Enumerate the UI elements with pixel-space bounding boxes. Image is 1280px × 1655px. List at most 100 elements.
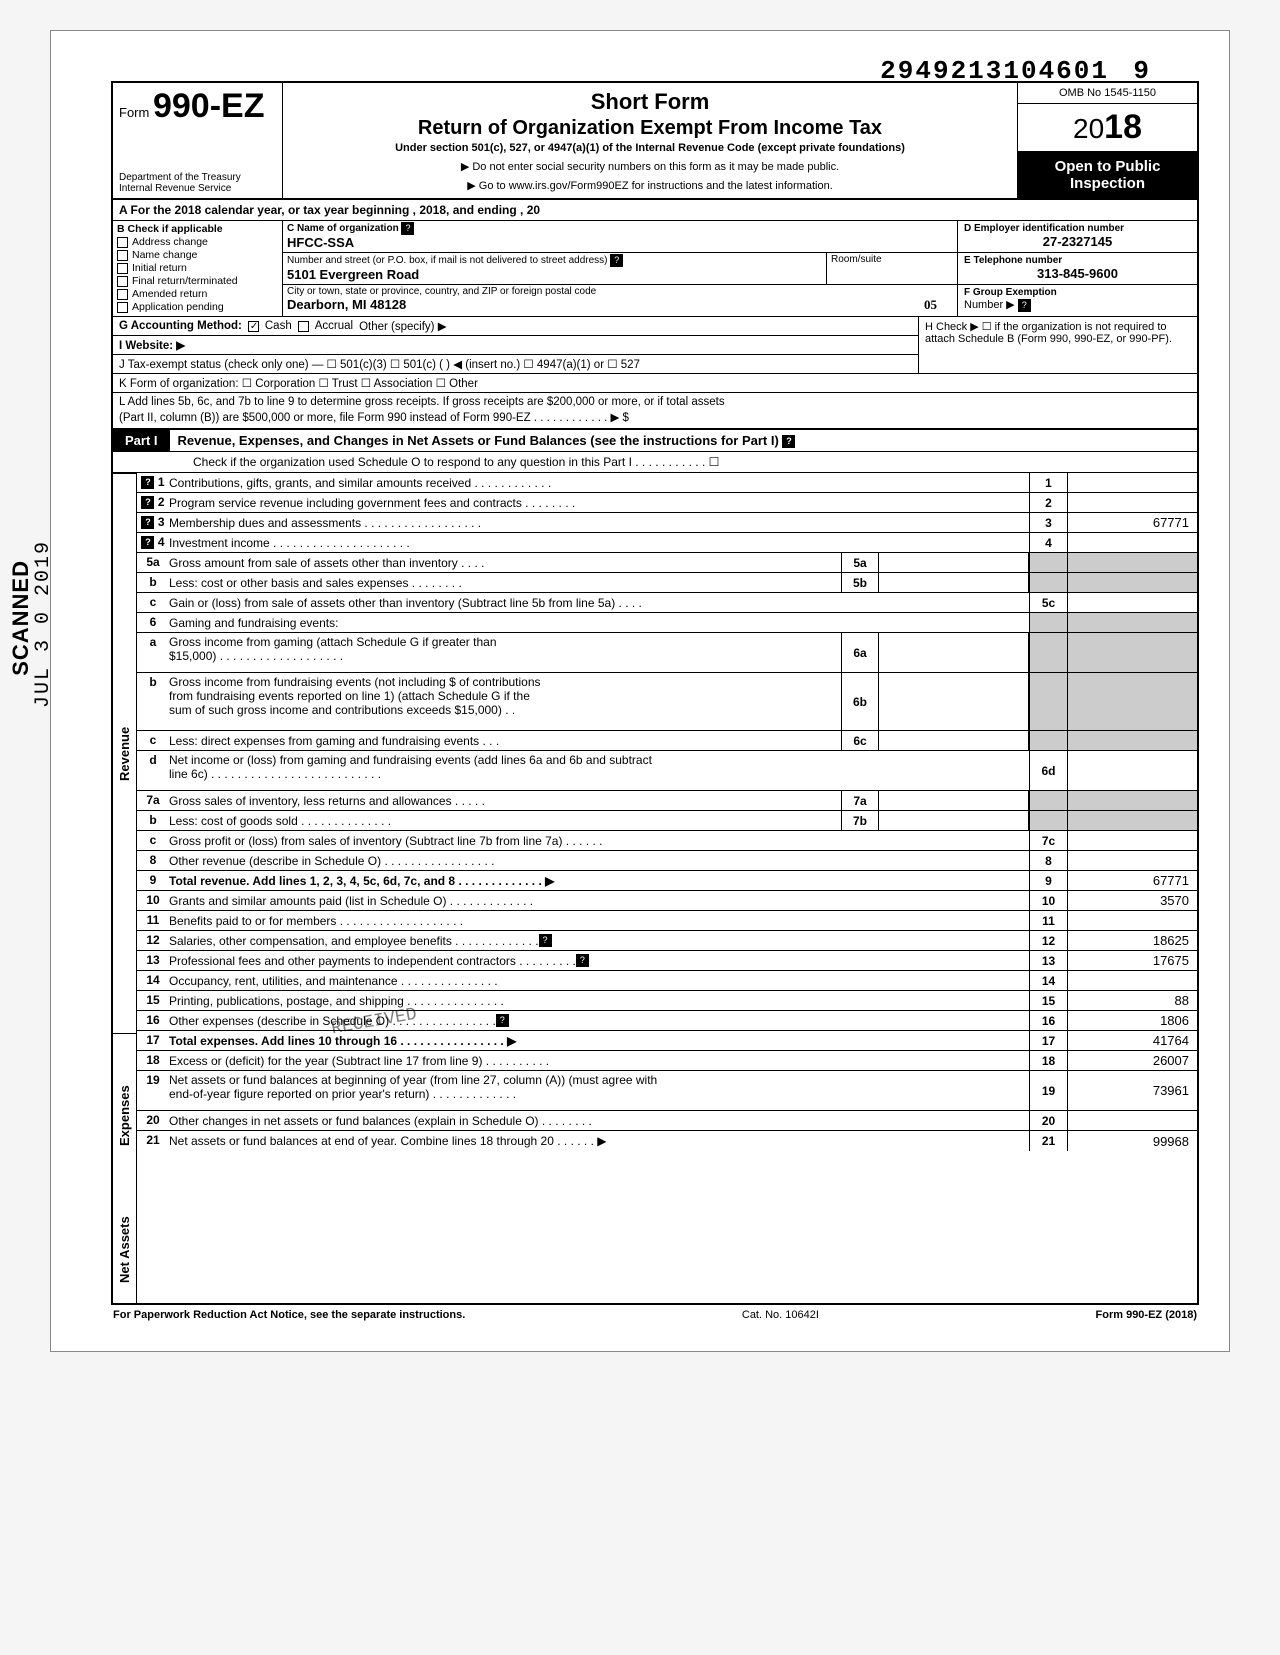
l5a-num: 5a: [137, 553, 169, 572]
l3-num: 3: [158, 515, 165, 529]
help-icon[interactable]: ?: [576, 954, 589, 967]
cb-cash[interactable]: [248, 321, 259, 332]
l3-rnum: 3: [1029, 513, 1067, 532]
help-icon[interactable]: ?: [141, 496, 154, 509]
l17-desc: Total expenses. Add lines 10 through 16 …: [169, 1031, 1029, 1050]
cb-amended-return[interactable]: [117, 289, 128, 300]
l2-num: 2: [158, 495, 165, 509]
barcode-number: 2949213104601: [880, 56, 1109, 86]
warn1: ▶ Do not enter social security numbers o…: [293, 160, 1007, 173]
row-h: H Check ▶ ☐ if the organization is not r…: [919, 317, 1199, 374]
header-center: Short Form Return of Organization Exempt…: [283, 83, 1017, 198]
footer-right: Form 990-EZ (2018): [1096, 1309, 1197, 1321]
l6c-subval: [879, 731, 1029, 750]
footer: For Paperwork Reduction Act Notice, see …: [111, 1305, 1199, 1321]
l11-desc: Benefits paid to or for members . . . . …: [169, 911, 1029, 930]
l5b-desc: Less: cost or other basis and sales expe…: [169, 573, 841, 592]
l6d-rnum: 6d: [1029, 751, 1067, 790]
k-text: K Form of organization: ☐ Corporation ☐ …: [119, 376, 478, 390]
help-icon[interactable]: ?: [539, 934, 552, 947]
c-name-value: HFCC-SSA: [283, 235, 957, 252]
l12-val: 18625: [1067, 931, 1197, 950]
shaded-cell: [1029, 811, 1067, 830]
l6b-subval: [879, 673, 1029, 730]
l7b-sub: 7b: [841, 811, 879, 830]
d-label: D Employer identification number: [964, 223, 1191, 234]
lbl-accrual: Accrual: [315, 320, 353, 332]
l14-rnum: 14: [1029, 971, 1067, 990]
help-icon[interactable]: ?: [496, 1014, 509, 1027]
cb-accrual[interactable]: [298, 321, 309, 332]
l20-val: [1067, 1111, 1197, 1130]
cb-name-change[interactable]: [117, 250, 128, 261]
l1-num: 1: [158, 475, 165, 489]
l6d-val: [1067, 751, 1197, 790]
l6d-desc: Net income or (loss) from gaming and fun…: [169, 751, 1029, 790]
l6c-desc: Less: direct expenses from gaming and fu…: [169, 731, 841, 750]
l19-val: 73961: [1067, 1071, 1197, 1110]
row-a: A For the 2018 calendar year, or tax yea…: [111, 200, 1199, 221]
l11-rnum: 11: [1029, 911, 1067, 930]
l7b-desc: Less: cost of goods sold . . . . . . . .…: [169, 811, 841, 830]
l-text1: L Add lines 5b, 6c, and 7b to line 9 to …: [119, 395, 1191, 411]
l6a-sub: 6a: [841, 633, 879, 672]
main-table: Revenue Expenses Net Assets ? 1Contribut…: [111, 473, 1199, 1305]
e-value: 313-845-9600: [964, 266, 1191, 281]
l5c-desc: Gain or (loss) from sale of assets other…: [169, 593, 1029, 612]
omb-number: OMB No 1545-1150: [1018, 83, 1197, 104]
l6b-desc: Gross income from fundraising events (no…: [169, 673, 841, 730]
cb-final-return[interactable]: [117, 276, 128, 287]
dept-block: Department of the Treasury Internal Reve…: [119, 172, 276, 194]
c-city-handwritten: 05: [924, 297, 937, 313]
cb-app-pending[interactable]: [117, 302, 128, 313]
help-icon[interactable]: ?: [141, 516, 154, 529]
form-page: 2949213104601 9 RECEIVED Form 990-EZ Dep…: [50, 30, 1230, 1352]
l4-rnum: 4: [1029, 533, 1067, 552]
c-city-label: City or town, state or province, country…: [283, 285, 957, 297]
c-room-label: Room/suite: [827, 253, 957, 284]
l20-desc: Other changes in net assets or fund bala…: [169, 1111, 1029, 1130]
l5c-num: c: [137, 593, 169, 612]
help-icon[interactable]: ?: [141, 536, 154, 549]
e-label: E Telephone number: [964, 255, 1191, 266]
footer-center: Cat. No. 10642I: [742, 1309, 819, 1321]
l21-desc: Net assets or fund balances at end of ye…: [169, 1131, 1029, 1151]
help-icon[interactable]: ?: [401, 222, 414, 235]
l5a-desc: Gross amount from sale of assets other t…: [169, 553, 841, 572]
col-c: C Name of organization ? HFCC-SSA Number…: [283, 221, 957, 316]
shaded-cell: [1067, 553, 1197, 572]
open-public: Open to Public Inspection: [1018, 152, 1197, 198]
l8-val: [1067, 851, 1197, 870]
l5b-sub: 5b: [841, 573, 879, 592]
l16-rnum: 16: [1029, 1011, 1067, 1030]
l14-desc: Occupancy, rent, utilities, and maintena…: [169, 971, 1029, 990]
short-form-title: Short Form: [293, 89, 1007, 115]
help-icon[interactable]: ?: [1018, 299, 1031, 312]
c-city-value: Dearborn, MI 48128: [287, 297, 406, 313]
lbl-address-change: Address change: [132, 236, 208, 248]
f-label2: Number ▶: [964, 299, 1015, 311]
l12-desc: Salaries, other compensation, and employ…: [169, 931, 1029, 950]
help-icon[interactable]: ?: [610, 254, 623, 267]
shaded-cell: [1029, 553, 1067, 572]
lbl-amended-return: Amended return: [132, 288, 207, 300]
shaded-cell: [1029, 573, 1067, 592]
c-addr-value: 5101 Evergreen Road: [283, 267, 826, 284]
l7b-num: b: [137, 811, 169, 830]
l1-rnum: 1: [1029, 473, 1067, 492]
l15-rnum: 15: [1029, 991, 1067, 1010]
help-icon[interactable]: ?: [141, 476, 154, 489]
l6c-sub: 6c: [841, 731, 879, 750]
dept-line2: Internal Revenue Service: [119, 183, 276, 194]
l10-val: 3570: [1067, 891, 1197, 910]
i-text: I Website: ▶: [119, 338, 185, 352]
l3-desc: Membership dues and assessments . . . . …: [169, 513, 1029, 532]
cb-initial-return[interactable]: [117, 263, 128, 274]
l11-val: [1067, 911, 1197, 930]
l18-desc: Excess or (deficit) for the year (Subtra…: [169, 1051, 1029, 1070]
cb-address-change[interactable]: [117, 237, 128, 248]
l6d-num: d: [137, 751, 169, 790]
part1-title: Revenue, Expenses, and Changes in Net As…: [170, 430, 1197, 451]
l1-desc: Contributions, gifts, grants, and simila…: [169, 473, 1029, 492]
help-icon[interactable]: ?: [782, 435, 795, 448]
